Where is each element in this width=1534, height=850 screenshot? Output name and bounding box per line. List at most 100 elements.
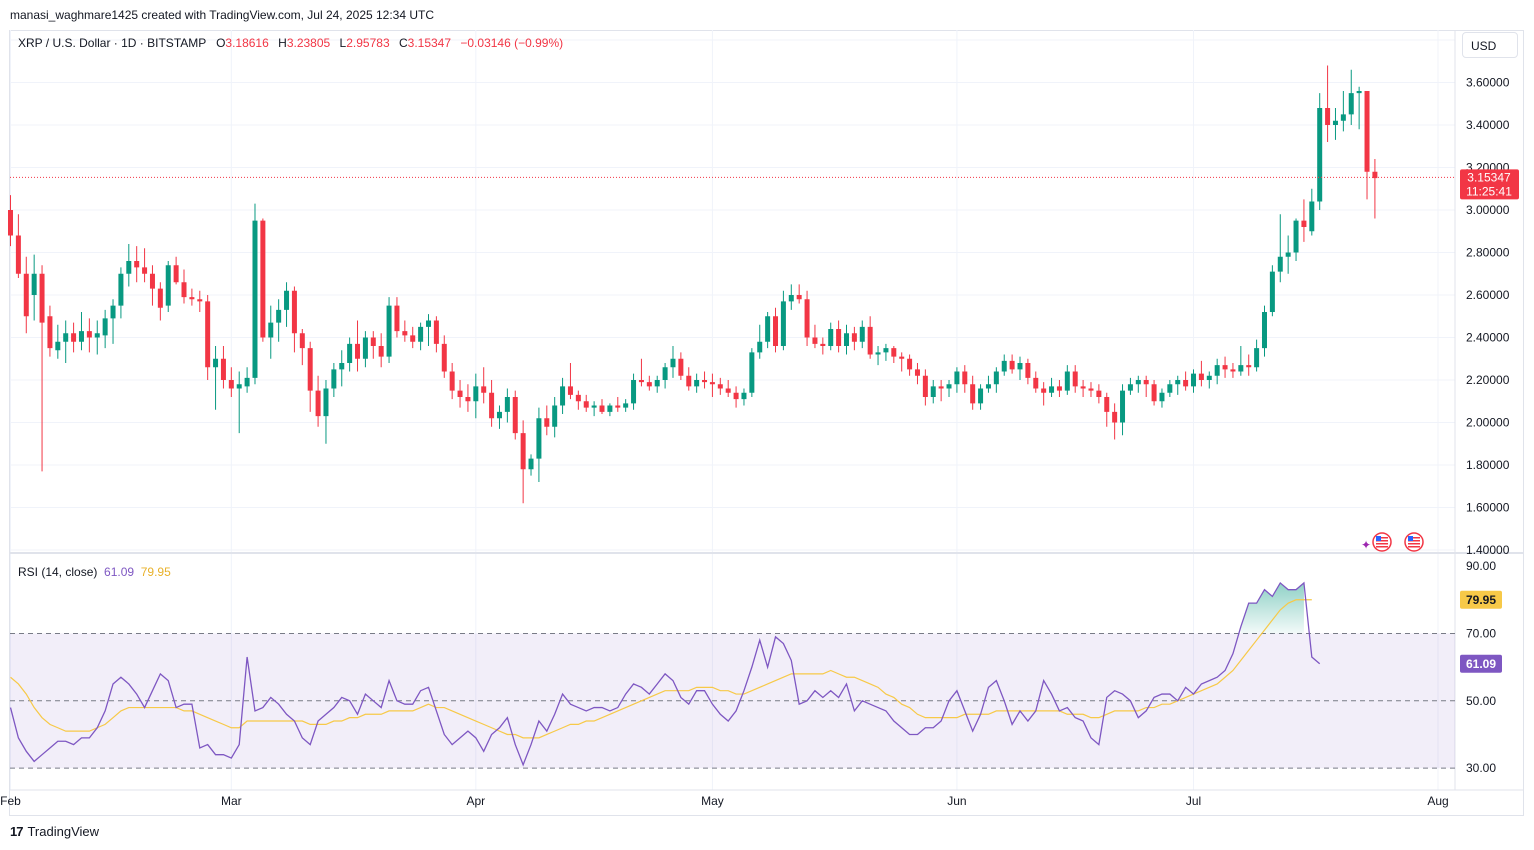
candle-body xyxy=(63,333,69,342)
rsi-ma-value: 79.95 xyxy=(140,565,171,579)
candle xyxy=(307,341,313,412)
price-tick-label: 3.00000 xyxy=(1466,203,1510,217)
candle-body xyxy=(418,326,424,342)
candle xyxy=(142,248,148,283)
candle-body xyxy=(236,384,242,389)
candle-body xyxy=(126,261,132,274)
candle xyxy=(205,295,211,380)
candle-body xyxy=(536,418,542,459)
candle-body xyxy=(922,375,928,397)
candle-body xyxy=(733,392,739,400)
candle xyxy=(252,203,258,385)
rsi-value: 61.09 xyxy=(104,565,135,579)
candle-body xyxy=(1206,375,1212,380)
candle-body xyxy=(465,397,471,402)
candle xyxy=(623,399,629,412)
candle-body xyxy=(749,352,755,393)
candle-body xyxy=(331,369,337,389)
candle-body xyxy=(1080,386,1086,389)
candle-body xyxy=(1072,371,1078,387)
candle xyxy=(875,346,881,366)
rsi-tick-label: 30.00 xyxy=(1466,761,1496,775)
candle-body xyxy=(1277,256,1283,272)
candle-body xyxy=(149,273,155,289)
candle xyxy=(1135,375,1141,393)
candle xyxy=(1301,199,1307,242)
candle-body xyxy=(284,290,290,310)
candle-body xyxy=(552,405,558,427)
currency-button[interactable]: USD xyxy=(1462,32,1518,58)
price-labels: 3.15347 11:25:41 xyxy=(1460,169,1519,200)
us-flag-event-icon xyxy=(1404,532,1424,552)
candle-body xyxy=(914,369,920,376)
candle xyxy=(631,373,637,410)
time-tick-label: Feb xyxy=(0,794,21,808)
candle-body xyxy=(213,358,219,368)
candle-body xyxy=(481,386,487,393)
candle-body xyxy=(410,335,416,342)
open-label: O xyxy=(216,36,226,50)
candle-body xyxy=(867,326,873,355)
time-tick-label: Jun xyxy=(947,794,966,808)
sparkle-icon: ✦ xyxy=(1361,538,1371,552)
candle xyxy=(86,318,92,353)
candle xyxy=(386,297,392,363)
candle xyxy=(189,288,195,306)
candle-body xyxy=(741,392,747,400)
candle xyxy=(520,420,526,504)
candle xyxy=(773,307,779,353)
candle-body xyxy=(402,331,408,336)
candle-body xyxy=(1254,348,1260,368)
flag-stripe xyxy=(1408,543,1420,545)
candle xyxy=(954,367,960,393)
flag-stripe xyxy=(1376,540,1388,542)
price-tick-label: 2.00000 xyxy=(1466,416,1510,430)
rsi-title[interactable]: RSI (14, close) xyxy=(18,565,98,579)
candle-body xyxy=(520,433,526,470)
candle xyxy=(899,352,905,372)
candle xyxy=(1222,356,1228,378)
symbol-label[interactable]: XRP / U.S. Dollar · 1D · BITSTAMP xyxy=(18,36,207,50)
candle xyxy=(339,350,345,387)
candle xyxy=(836,320,842,353)
candle-body xyxy=(662,367,668,380)
candle-body xyxy=(1127,384,1133,391)
ohlc-legend: XRP / U.S. Dollar · 1D · BITSTAMP O3.186… xyxy=(18,36,569,50)
candle xyxy=(891,346,897,363)
candle xyxy=(126,244,132,287)
candle-body xyxy=(220,358,226,380)
candle xyxy=(638,358,644,387)
time-tick-label: Aug xyxy=(1427,794,1448,808)
candle xyxy=(118,267,124,319)
open-value: 3.18616 xyxy=(225,36,269,50)
candle xyxy=(299,329,305,366)
change-value: −0.03146 (−0.99%) xyxy=(460,36,564,50)
candle xyxy=(260,218,266,342)
candle xyxy=(843,324,849,355)
candle-body xyxy=(102,318,108,336)
candle xyxy=(362,331,368,368)
candle xyxy=(291,286,297,353)
candle-body xyxy=(1056,386,1062,391)
candle xyxy=(1127,377,1133,395)
candle xyxy=(165,261,171,312)
candle xyxy=(1356,86,1362,130)
candle-body xyxy=(607,405,613,412)
candle xyxy=(1025,358,1031,385)
flag-canton xyxy=(1408,536,1413,541)
candle xyxy=(1009,354,1015,374)
candle xyxy=(23,256,29,334)
footer-brand[interactable]: 17 TradingView xyxy=(10,824,99,839)
candle-body xyxy=(1364,91,1370,172)
candle-body xyxy=(1001,360,1007,372)
flag-circle xyxy=(1372,532,1392,552)
chart-frame xyxy=(9,30,1524,816)
candle xyxy=(749,348,755,397)
candle-body xyxy=(173,265,179,283)
last-price-label-bg xyxy=(1460,169,1519,200)
candle-body xyxy=(654,380,660,387)
candle xyxy=(1112,403,1118,440)
candle xyxy=(560,377,566,414)
candle-body xyxy=(134,261,140,268)
